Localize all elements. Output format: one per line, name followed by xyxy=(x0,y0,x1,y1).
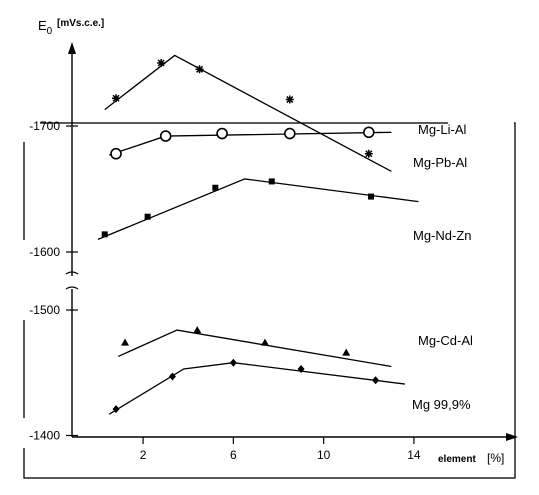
data-point-mg-cd-al-1 xyxy=(193,326,202,334)
data-point-mg-pb-al-4 xyxy=(364,149,373,158)
x-tick-label-2: 2 xyxy=(140,448,147,462)
series-label-mg-pb-al: Mg-Pb-Al xyxy=(413,155,467,170)
series-line-mg-99-9 xyxy=(108,362,405,415)
x-tick-label-10: 10 xyxy=(317,448,331,462)
chart-frame xyxy=(23,122,516,479)
series-line-mg-pb-al xyxy=(104,54,392,172)
data-point-mg-99-9-4 xyxy=(372,376,380,385)
data-point-mg-cd-al-3 xyxy=(342,348,351,356)
x-axis-label: element xyxy=(438,454,476,465)
data-point-mg-99-9-3 xyxy=(297,364,305,373)
y-axis-label-subscript: 0 xyxy=(47,26,53,37)
series-mg-nd-zn: Mg-Nd-Zn xyxy=(97,178,472,243)
data-point-mg-99-9-1 xyxy=(168,372,176,381)
y-axis-break-mark-bottom xyxy=(65,286,79,290)
y-axis-unit: [mVs.c.e.] xyxy=(57,18,104,29)
x-tick-label-14: 14 xyxy=(407,448,421,462)
data-point-mg-li-al-1 xyxy=(159,130,172,142)
y-axis-label: E0 xyxy=(38,18,53,37)
series-mg-pb-al: Mg-Pb-Al xyxy=(104,54,467,172)
series-line-mg-nd-zn xyxy=(97,178,419,241)
data-point-mg-li-al-4 xyxy=(362,126,375,139)
series-mg-99-9: Mg 99,9% xyxy=(108,358,471,415)
data-point-mg-cd-al-0 xyxy=(121,338,130,346)
x-axis-arrow xyxy=(506,433,518,441)
x-tick-label-6: 6 xyxy=(230,448,237,462)
series-mg-li-al: Mg-Li-Al xyxy=(109,122,467,160)
data-point-mg-li-al-3 xyxy=(284,127,296,140)
y-axis-label-symbol: E xyxy=(38,18,47,33)
series-layer: Mg-Li-Al Mg-Pb-Al Mg-Nd-Zn Mg-Cd-Al Mg 99,9% xyxy=(97,54,473,415)
frame-gap-left-upper xyxy=(18,112,40,142)
series-label-mg-li-al: Mg-Li-Al xyxy=(418,122,467,137)
data-point-mg-nd-zn-1 xyxy=(144,213,151,220)
series-mg-cd-al: Mg-Cd-Al xyxy=(118,326,473,368)
data-point-mg-pb-al-2 xyxy=(195,65,204,74)
data-point-mg-99-9-2 xyxy=(229,358,237,367)
data-point-mg-pb-al-0 xyxy=(112,94,121,103)
data-point-mg-li-al-0 xyxy=(110,147,122,160)
series-line-mg-li-al xyxy=(109,131,392,156)
frame-gap-left-break xyxy=(18,240,40,320)
data-point-mg-nd-zn-4 xyxy=(368,193,375,200)
ticks: 2 6 10 14 -1700 -1600 -1500 -1400 xyxy=(29,119,421,462)
frame-gap-left-lower xyxy=(18,418,40,448)
frame-gap-top-label xyxy=(448,118,514,128)
data-point-mg-pb-al-3 xyxy=(285,95,294,104)
y-tick-label-1700: -1700 xyxy=(29,119,60,133)
series-label-mg-cd-al: Mg-Cd-Al xyxy=(418,333,473,348)
data-point-mg-pb-al-1 xyxy=(157,59,166,67)
series-label-mg-nd-zn: Mg-Nd-Zn xyxy=(413,228,472,243)
y-tick-label-1400: -1400 xyxy=(29,429,60,443)
data-point-mg-nd-zn-3 xyxy=(268,178,275,185)
x-axis-unit: [%] xyxy=(487,451,504,465)
data-point-mg-cd-al-2 xyxy=(260,338,269,346)
y-tick-label-1500: -1500 xyxy=(29,303,60,317)
y-tick-label-1600: -1600 xyxy=(29,245,60,259)
data-point-mg-nd-zn-0 xyxy=(101,231,108,238)
y-axis-arrow xyxy=(68,42,76,54)
data-point-mg-nd-zn-2 xyxy=(212,184,219,191)
series-line-mg-cd-al xyxy=(118,329,392,368)
y-axis-break-mark-top xyxy=(65,271,79,275)
series-label-mg-99-9: Mg 99,9% xyxy=(412,397,471,412)
data-point-mg-99-9-0 xyxy=(112,405,120,414)
data-point-mg-li-al-2 xyxy=(216,127,228,140)
